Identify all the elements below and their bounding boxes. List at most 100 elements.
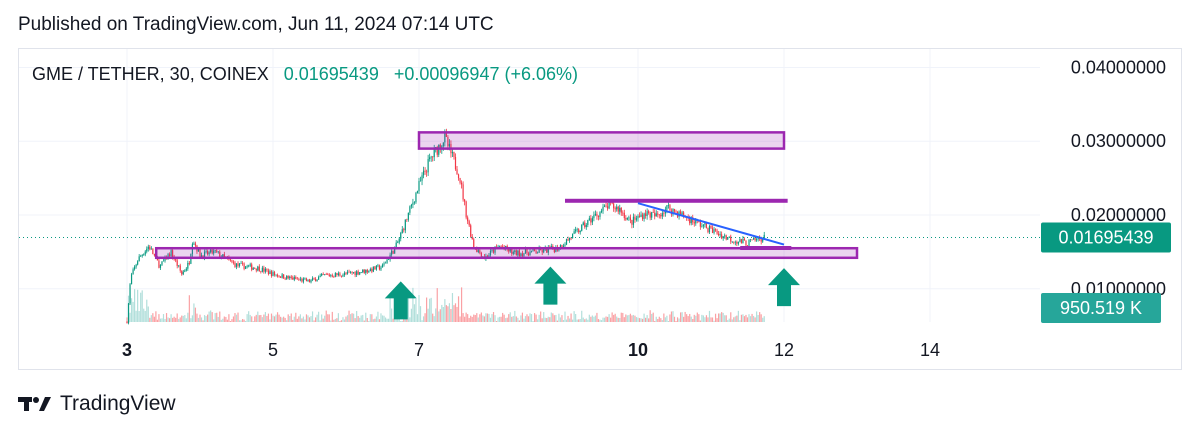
candle-body [252,268,254,270]
volume-bar [708,310,711,322]
candle-body [445,132,447,137]
volume-bar [591,315,593,322]
chart-frame[interactable] [18,48,1182,370]
candle-body [316,279,318,282]
volume-bar [372,319,374,322]
volume-bar [631,315,633,322]
candle-body [689,217,691,224]
volume-bar [465,312,467,322]
volume-bar [672,311,674,322]
candle-body [462,184,464,200]
volume-bar [147,306,149,322]
volume-bar [588,314,590,322]
candle-body [739,239,741,242]
candle-body [625,218,627,220]
volume-bar [514,310,516,322]
volume-bar [524,316,527,322]
volume-bar [302,316,305,322]
volume-bar [581,310,583,322]
volume-bar [523,318,525,322]
volume-bar [705,315,708,322]
volume-bar [158,314,160,322]
volume-bar [175,317,177,322]
volume-bar [263,314,265,322]
candle-body [546,247,548,253]
candle-body [751,239,753,241]
volume-bar [383,315,385,322]
candle-body [663,213,665,214]
volume-bar [369,314,371,322]
volume-bar [613,314,615,322]
tradingview-brand[interactable]: TradingView [18,392,176,416]
candle-body [249,264,251,266]
candle-body [587,220,589,225]
volume-bar [176,313,178,322]
candle-body [421,175,423,181]
volume-bar [695,315,697,322]
volume-bar [718,313,720,322]
candle-body [246,265,248,267]
candle-body [643,213,645,220]
volume-bar [654,321,656,322]
candle-body [418,181,420,192]
candle-body [178,265,180,267]
candle-body [727,237,729,240]
volume-bar [406,317,408,322]
volume-bar [313,320,315,322]
volume-bar [722,312,724,322]
candle-body [381,264,384,268]
volume-bar [477,317,479,322]
candle-body [159,264,162,268]
volume-bar [228,314,230,322]
volume-bar [357,316,359,322]
candle-body [199,249,201,258]
volume-bar [727,320,729,322]
candle-body [578,229,580,233]
volume-bar [386,318,388,322]
volume-bar [378,319,381,322]
volume-bar [533,313,536,322]
volume-bar [237,312,239,322]
candle-body [232,261,235,263]
candle-body [746,245,749,247]
volume-bar [529,313,531,322]
volume-bar [412,287,414,322]
volume-bar [130,298,133,322]
volume-bar [371,314,373,322]
volume-bar [527,316,530,322]
volume-bar [257,311,259,322]
candle-body [690,217,692,224]
volume-bar [155,311,157,322]
candle-body [401,229,403,233]
volume-bar [205,316,207,322]
candle-body [444,132,446,143]
candle-body [737,241,739,244]
candle-body [404,219,406,231]
volume-bar [558,313,560,322]
volume-bar [254,316,256,322]
volume-bar [740,314,743,322]
volume-bar [319,320,321,322]
volume-bar [600,320,603,322]
candle-body [162,260,165,262]
volume-bar [760,314,762,322]
volume-bar [368,321,370,322]
volume-bar [241,318,244,322]
candle-body [667,205,670,206]
volume-bar [467,314,469,322]
volume-bar [316,314,318,322]
candle-body [572,233,574,239]
volume-bar [407,292,409,322]
candle-body [368,271,370,273]
candle-body [666,205,668,210]
candle-body [654,212,656,217]
candle-body [203,251,206,259]
volume-bar [418,295,420,322]
volume-bar [684,311,686,322]
candle-body [287,275,289,279]
candle-body [261,267,263,272]
volume-bar [596,312,598,322]
candle-body [208,252,210,255]
candle-body [305,278,308,282]
